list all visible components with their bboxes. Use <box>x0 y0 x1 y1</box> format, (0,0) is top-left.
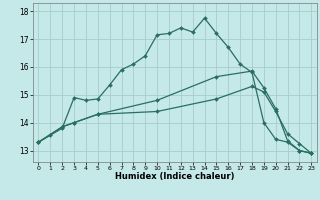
X-axis label: Humidex (Indice chaleur): Humidex (Indice chaleur) <box>115 172 235 181</box>
